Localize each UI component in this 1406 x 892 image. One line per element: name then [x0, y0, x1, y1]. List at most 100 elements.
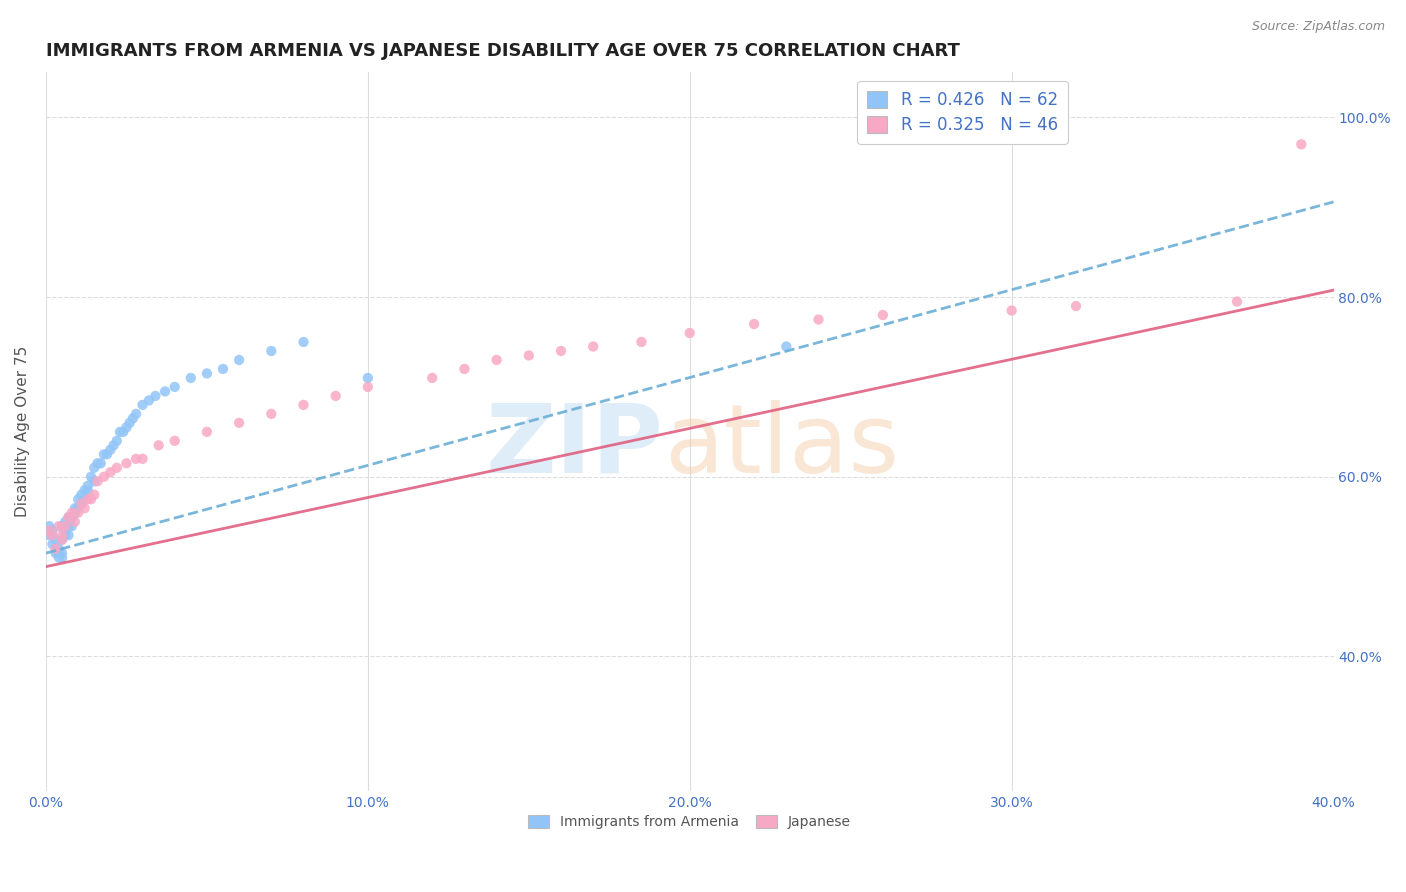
Point: [453, 362, 475, 376]
Point: [48, 519, 70, 533]
Text: atlas: atlas: [664, 400, 898, 492]
Text: IMMIGRANTS FROM ARMENIA VS JAPANESE DISABILITY AGE OVER 75 CORRELATION CHART: IMMIGRANTS FROM ARMENIA VS JAPANESE DISA…: [46, 42, 960, 60]
Point: [60, 519, 83, 533]
Point: [112, 425, 135, 439]
Point: [67, 506, 90, 520]
Point: [51, 533, 73, 547]
Text: Source: ZipAtlas.com: Source: ZipAtlas.com: [1251, 20, 1385, 33]
Point: [51, 533, 73, 547]
Point: [550, 343, 572, 358]
Point: [872, 308, 894, 322]
Point: [73, 483, 96, 498]
Point: [163, 434, 186, 448]
Point: [260, 343, 283, 358]
Point: [517, 349, 540, 363]
Point: [38, 524, 60, 538]
Point: [148, 438, 170, 452]
Point: [325, 389, 347, 403]
Point: [51, 550, 73, 565]
Point: [58, 510, 80, 524]
Point: [76, 483, 98, 498]
Point: [45, 546, 67, 560]
Point: [807, 312, 830, 326]
Point: [38, 528, 60, 542]
Point: [53, 519, 76, 533]
Point: [51, 528, 73, 542]
Point: [228, 416, 250, 430]
Point: [742, 317, 765, 331]
Point: [131, 451, 153, 466]
Point: [58, 510, 80, 524]
Legend: Immigrants from Armenia, Japanese: Immigrants from Armenia, Japanese: [523, 810, 856, 835]
Point: [41, 524, 63, 538]
Point: [485, 353, 508, 368]
Point: [115, 456, 138, 470]
Point: [86, 456, 108, 470]
Point: [679, 326, 702, 340]
Point: [70, 488, 93, 502]
Point: [60, 510, 83, 524]
Point: [98, 465, 121, 479]
Point: [60, 510, 83, 524]
Point: [45, 541, 67, 556]
Point: [103, 438, 125, 452]
Point: [70, 497, 93, 511]
Point: [195, 425, 218, 439]
Point: [86, 475, 108, 489]
Point: [163, 380, 186, 394]
Point: [58, 528, 80, 542]
Point: [118, 416, 141, 430]
Point: [83, 488, 105, 502]
Point: [105, 460, 128, 475]
Point: [51, 546, 73, 560]
Point: [125, 407, 148, 421]
Point: [180, 371, 202, 385]
Text: ZIP: ZIP: [486, 400, 664, 492]
Point: [105, 434, 128, 448]
Point: [420, 371, 443, 385]
Point: [195, 367, 218, 381]
Point: [76, 479, 98, 493]
Point: [122, 411, 145, 425]
Point: [138, 393, 160, 408]
Point: [108, 425, 131, 439]
Point: [260, 407, 283, 421]
Point: [51, 519, 73, 533]
Point: [93, 469, 115, 483]
Point: [48, 541, 70, 556]
Point: [775, 339, 797, 353]
Point: [73, 501, 96, 516]
Point: [1001, 303, 1024, 318]
Point: [45, 533, 67, 547]
Point: [145, 389, 167, 403]
Point: [292, 334, 315, 349]
Point: [357, 371, 380, 385]
Point: [76, 492, 98, 507]
Point: [53, 524, 76, 538]
Point: [73, 492, 96, 507]
Point: [80, 492, 103, 507]
Point: [292, 398, 315, 412]
Point: [125, 451, 148, 466]
Point: [48, 546, 70, 560]
Point: [83, 475, 105, 489]
Point: [212, 362, 235, 376]
Point: [115, 420, 138, 434]
Point: [60, 506, 83, 520]
Point: [63, 501, 86, 516]
Point: [53, 515, 76, 529]
Y-axis label: Disability Age Over 75: Disability Age Over 75: [15, 346, 30, 517]
Point: [96, 447, 118, 461]
Point: [1064, 299, 1087, 313]
Point: [63, 506, 86, 520]
Point: [1226, 294, 1249, 309]
Point: [45, 541, 67, 556]
Point: [80, 469, 103, 483]
Point: [48, 550, 70, 565]
Point: [70, 497, 93, 511]
Point: [98, 442, 121, 457]
Point: [53, 528, 76, 542]
Point: [83, 460, 105, 475]
Point: [63, 515, 86, 529]
Point: [93, 447, 115, 461]
